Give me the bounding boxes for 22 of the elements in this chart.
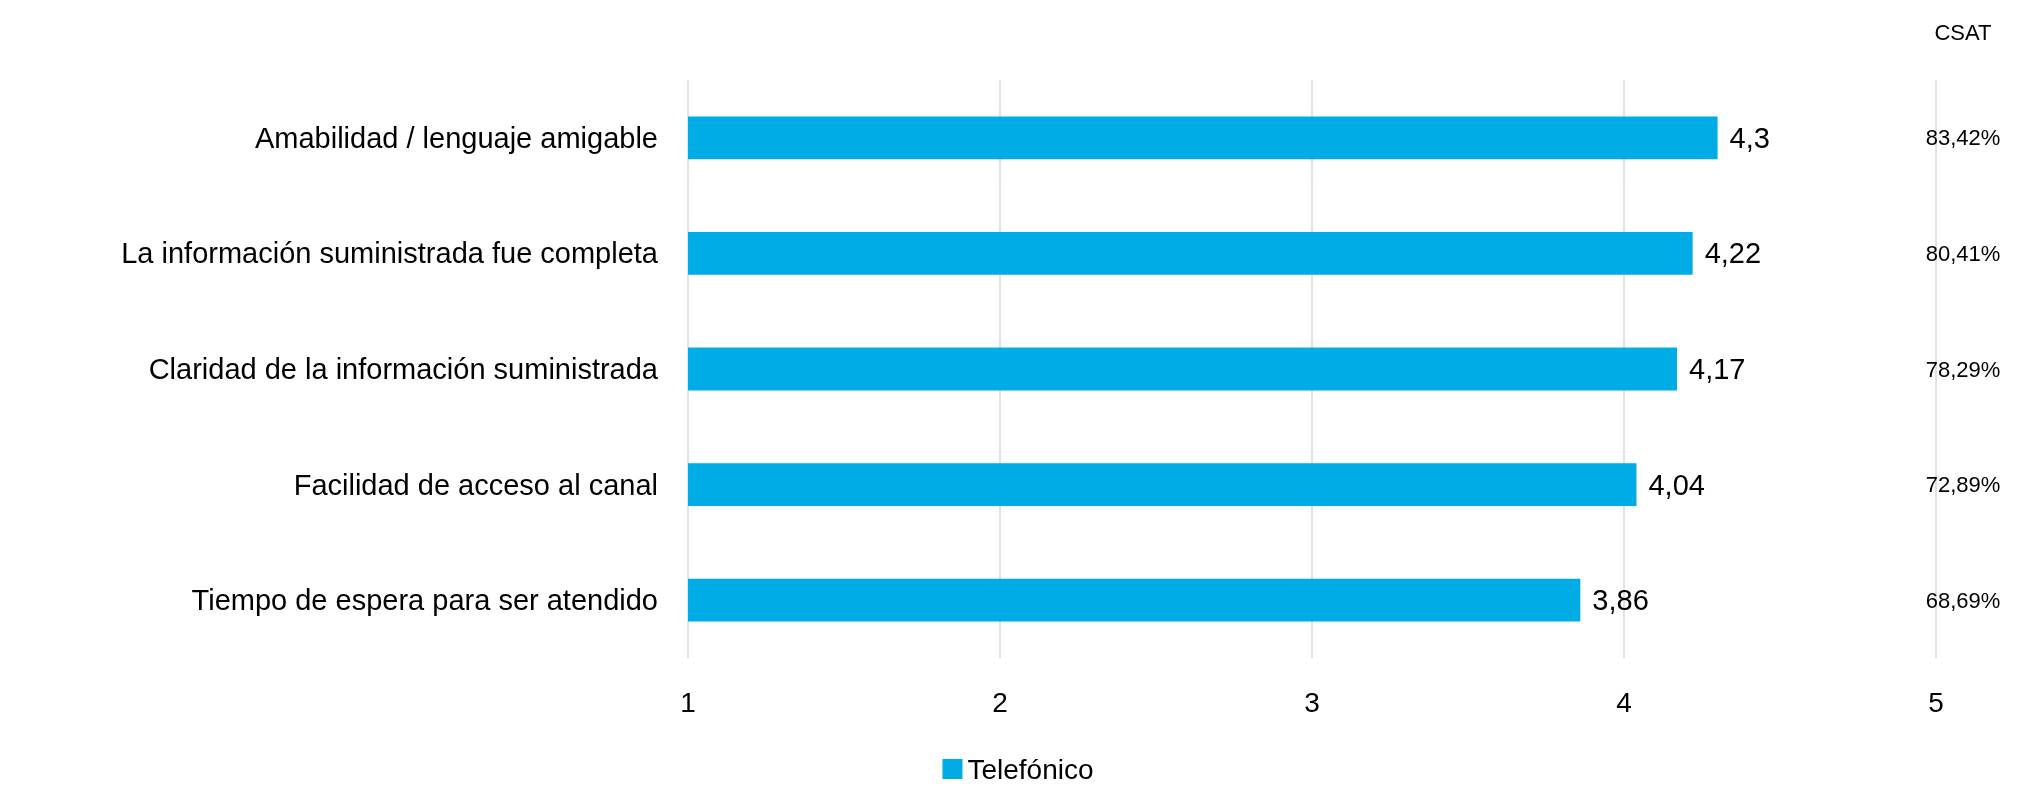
data-label: 4,04 [1648, 468, 1705, 501]
y-tick-label: Amabilidad / lenguaje amigable [254, 121, 658, 154]
x-tick-label: 2 [992, 686, 1008, 718]
y-tick-label: Claridad de la información suministrada [148, 353, 659, 385]
y-tick-label: Tiempo de espera para ser atendido [191, 584, 658, 617]
x-tick-label: 5 [1928, 686, 1944, 718]
x-tick-label: 3 [1304, 686, 1320, 718]
annotation: 80,41% [1925, 240, 2001, 266]
y-tick-label: Facilidad de acceso al canal [293, 468, 658, 501]
legend-label: Telefónico [967, 753, 1094, 785]
annotation: 68,69% [1925, 587, 2001, 613]
data-label: 3,86 [1592, 584, 1649, 617]
x-tick-label: 4 [1616, 686, 1632, 718]
data-label: 4,3 [1729, 121, 1770, 154]
annotation: 78,29% [1925, 356, 2001, 382]
annotation: 72,89% [1925, 472, 2001, 498]
x-tick-label: 1 [680, 686, 696, 718]
annotation: 83,42% [1925, 125, 2001, 151]
data-label: 4,17 [1689, 353, 1746, 385]
y-tick-label: La información suministrada fue completa [121, 237, 659, 270]
text: CSAT [1934, 19, 1992, 45]
data-label: 4,22 [1704, 237, 1762, 270]
